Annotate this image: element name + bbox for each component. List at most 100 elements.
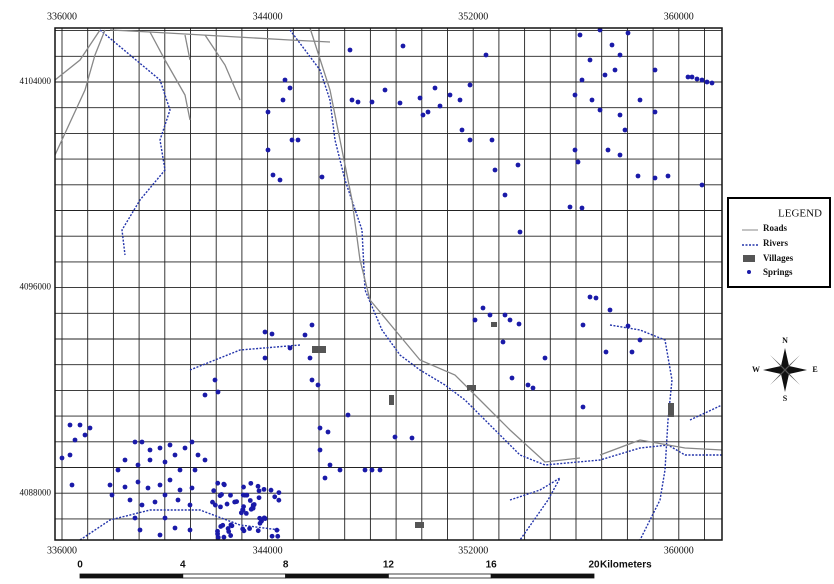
spring	[617, 152, 623, 158]
spring	[182, 445, 188, 451]
spring	[587, 57, 593, 63]
scale-segment	[387, 573, 492, 579]
spring	[243, 511, 249, 516]
spring	[127, 497, 133, 503]
spring	[432, 85, 438, 91]
coordinates: 336000 336000 344000 344000 352000 352000 3600…	[20, 11, 694, 556]
spring	[241, 504, 246, 510]
spring	[202, 457, 208, 463]
spring	[250, 505, 256, 511]
spring	[255, 528, 261, 534]
spring	[317, 425, 323, 431]
spring	[274, 527, 280, 533]
spring	[587, 294, 593, 300]
spring	[265, 109, 271, 115]
spring	[157, 482, 163, 488]
spring	[685, 74, 691, 80]
spring	[515, 162, 521, 168]
spring	[317, 447, 323, 453]
spring	[256, 495, 262, 501]
spring	[259, 518, 264, 524]
spring	[189, 439, 195, 445]
spring	[309, 377, 315, 383]
spring	[211, 488, 217, 494]
spring	[232, 499, 238, 505]
spring	[699, 77, 705, 83]
road	[54, 29, 101, 81]
spring	[261, 515, 267, 521]
spring	[261, 486, 267, 492]
legend-spring	[747, 270, 751, 274]
spring	[589, 97, 595, 103]
spring	[162, 492, 168, 498]
spring	[516, 321, 522, 327]
spring	[282, 77, 288, 83]
legend-title: LEGEND	[778, 208, 822, 220]
scale-label: 0	[77, 560, 83, 571]
spring	[502, 312, 508, 318]
spring	[302, 332, 308, 338]
spring	[248, 480, 254, 486]
spring	[612, 67, 618, 73]
spring	[228, 492, 233, 498]
scale-segment	[285, 573, 389, 579]
spring	[228, 533, 234, 538]
spring	[467, 82, 473, 88]
spring	[542, 355, 548, 361]
road	[599, 439, 723, 456]
spring	[255, 483, 261, 489]
compass-arrow	[770, 368, 786, 385]
spring	[275, 533, 281, 539]
spring	[447, 92, 453, 98]
spring	[195, 452, 201, 458]
spring	[487, 312, 493, 318]
x-coordinate: 344000	[253, 545, 283, 556]
spring	[457, 97, 463, 103]
spring	[202, 392, 208, 398]
spring	[218, 504, 223, 510]
spring	[480, 305, 486, 311]
spring	[132, 439, 138, 445]
spring	[369, 467, 375, 473]
spring	[362, 467, 368, 473]
spring	[579, 205, 585, 211]
spring	[622, 127, 628, 133]
spring	[617, 52, 623, 58]
spring	[637, 97, 643, 103]
spring	[517, 229, 523, 235]
spring	[67, 422, 73, 428]
scale-label: 4	[180, 560, 186, 571]
village	[668, 403, 674, 417]
spring	[605, 147, 611, 153]
spring	[137, 527, 143, 533]
spring	[265, 147, 271, 153]
spring	[225, 526, 231, 531]
spring	[603, 349, 609, 355]
spring	[162, 459, 168, 465]
spring	[409, 435, 415, 441]
spring	[269, 331, 275, 337]
road	[184, 34, 191, 61]
spring	[109, 492, 115, 498]
legend-item: Villages	[763, 253, 794, 263]
spring	[218, 524, 224, 529]
spring	[241, 528, 247, 534]
village	[312, 346, 326, 353]
spring	[287, 345, 293, 351]
scale-segment	[79, 573, 184, 579]
x-coordinate: 352000	[458, 545, 488, 556]
spring	[82, 432, 88, 438]
spring	[295, 137, 301, 143]
x-coordinate: 344000	[253, 11, 283, 22]
spring	[224, 501, 230, 507]
spring	[262, 329, 268, 335]
road	[149, 31, 191, 121]
spring	[157, 532, 163, 538]
spring	[210, 499, 215, 505]
road	[309, 27, 581, 463]
spring	[420, 112, 426, 118]
compass-arrow	[781, 348, 789, 370]
compass-label: S	[783, 394, 788, 403]
spring	[593, 295, 599, 301]
spring	[187, 527, 193, 533]
